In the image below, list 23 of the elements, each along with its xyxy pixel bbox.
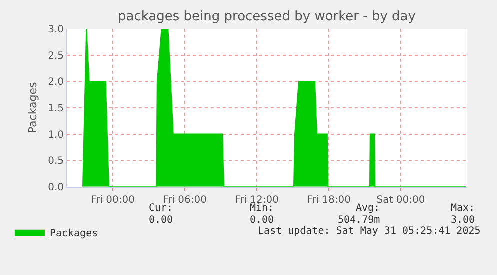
text: Last update: Sat May 31 05:25:41 2025 [258, 226, 481, 237]
x-tick-label: Sat 00:00 [376, 194, 426, 206]
y-tick-label: 3.0 [48, 24, 64, 36]
text: 0.00 [149, 215, 174, 226]
x-tick-label: Fri 00:00 [91, 194, 135, 206]
text: 3.00 [451, 215, 476, 226]
text: Min: [250, 203, 274, 214]
text: Avg: [356, 203, 380, 214]
y-tick-label: 0.5 [48, 156, 64, 168]
text: Cur: [149, 203, 174, 214]
text: 0.00 [250, 215, 274, 226]
y-tick-label: 0.0 [48, 182, 64, 194]
y-tick-label: 1.0 [48, 130, 64, 141]
y-tick-label: 1.5 [48, 103, 64, 114]
x-tick-label: Fri 06:00 [163, 194, 207, 206]
legend-label: Packages [50, 228, 98, 240]
y-axis-title: Packages [26, 82, 40, 134]
y-tick-label: 2.0 [48, 77, 64, 88]
chart-title: packages being processed by worker - by day [118, 10, 416, 25]
text: 504.79m [338, 215, 380, 226]
x-tick-label: Fri 18:00 [307, 194, 351, 206]
text: Max: [451, 203, 476, 214]
y-tick-label: 2.5 [48, 50, 64, 62]
